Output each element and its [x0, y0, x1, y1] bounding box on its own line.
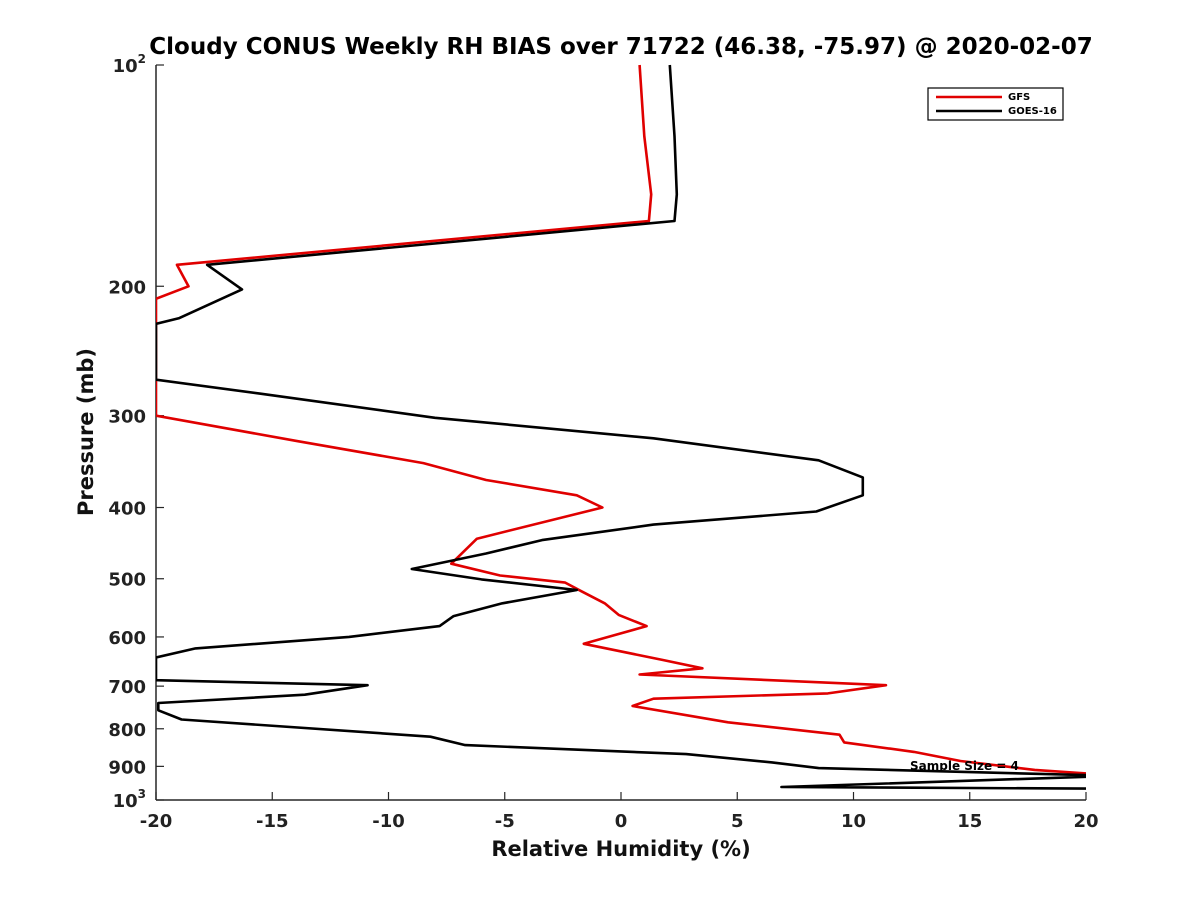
x-tick-label: -10: [372, 811, 405, 832]
x-tick-label: -15: [256, 811, 289, 832]
x-tick-label: 10: [841, 811, 866, 832]
y-tick-base: 600: [108, 628, 146, 649]
x-tick-label: -20: [140, 811, 173, 832]
series-line-goes16: [156, 64, 1086, 790]
y-tick-label: 300: [108, 407, 146, 428]
y-tick-label: 600: [108, 628, 146, 649]
legend-label-gfs: GFS: [1008, 92, 1030, 103]
y-tick-base: 300: [108, 407, 146, 428]
y-tick-base: 10: [113, 56, 138, 77]
legend-label-goes16: GOES-16: [1008, 106, 1057, 117]
y-tick-label: 700: [108, 677, 146, 698]
x-tick-label: 5: [731, 811, 744, 832]
y-tick-label: 102: [113, 52, 146, 77]
y-tick-base: 10: [113, 791, 138, 812]
series-layer: [156, 64, 1086, 790]
x-tick-label: 0: [615, 811, 628, 832]
x-axis-label: Relative Humidity (%): [491, 837, 750, 861]
x-tick-label: 15: [957, 811, 982, 832]
y-tick-base: 200: [108, 277, 146, 298]
y-tick-label: 800: [108, 720, 146, 741]
x-tick-label: 20: [1073, 811, 1098, 832]
x-tick-label: -5: [495, 811, 515, 832]
y-tick-exponent: 2: [138, 52, 146, 66]
y-tick-label: 500: [108, 570, 146, 591]
y-tick-base: 800: [108, 720, 146, 741]
chart-title: Cloudy CONUS Weekly RH BIAS over 71722 (…: [149, 34, 1092, 60]
y-tick-label: 900: [108, 757, 146, 778]
y-tick-label: 103: [113, 787, 146, 812]
legend: GFS GOES-16: [927, 87, 1064, 121]
y-tick-label: 200: [108, 277, 146, 298]
series-line-gfs: [156, 64, 1086, 775]
y-tick-exponent: 3: [138, 787, 146, 801]
y-tick-base: 900: [108, 757, 146, 778]
y-tick-label: 400: [108, 499, 146, 520]
legend-box: [927, 87, 1064, 121]
series-lines: [156, 64, 1086, 790]
y-tick-base: 700: [108, 677, 146, 698]
y-tick-base: 400: [108, 499, 146, 520]
sample-size-annotation: Sample Size = 4: [910, 759, 1019, 773]
y-axis-label: Pressure (mb): [74, 348, 98, 516]
plot-area: [155, 65, 1086, 801]
x-axis-ticks: -20 -15 -10 -5 0 5 10 15 20: [140, 792, 1099, 832]
y-tick-base: 500: [108, 570, 146, 591]
